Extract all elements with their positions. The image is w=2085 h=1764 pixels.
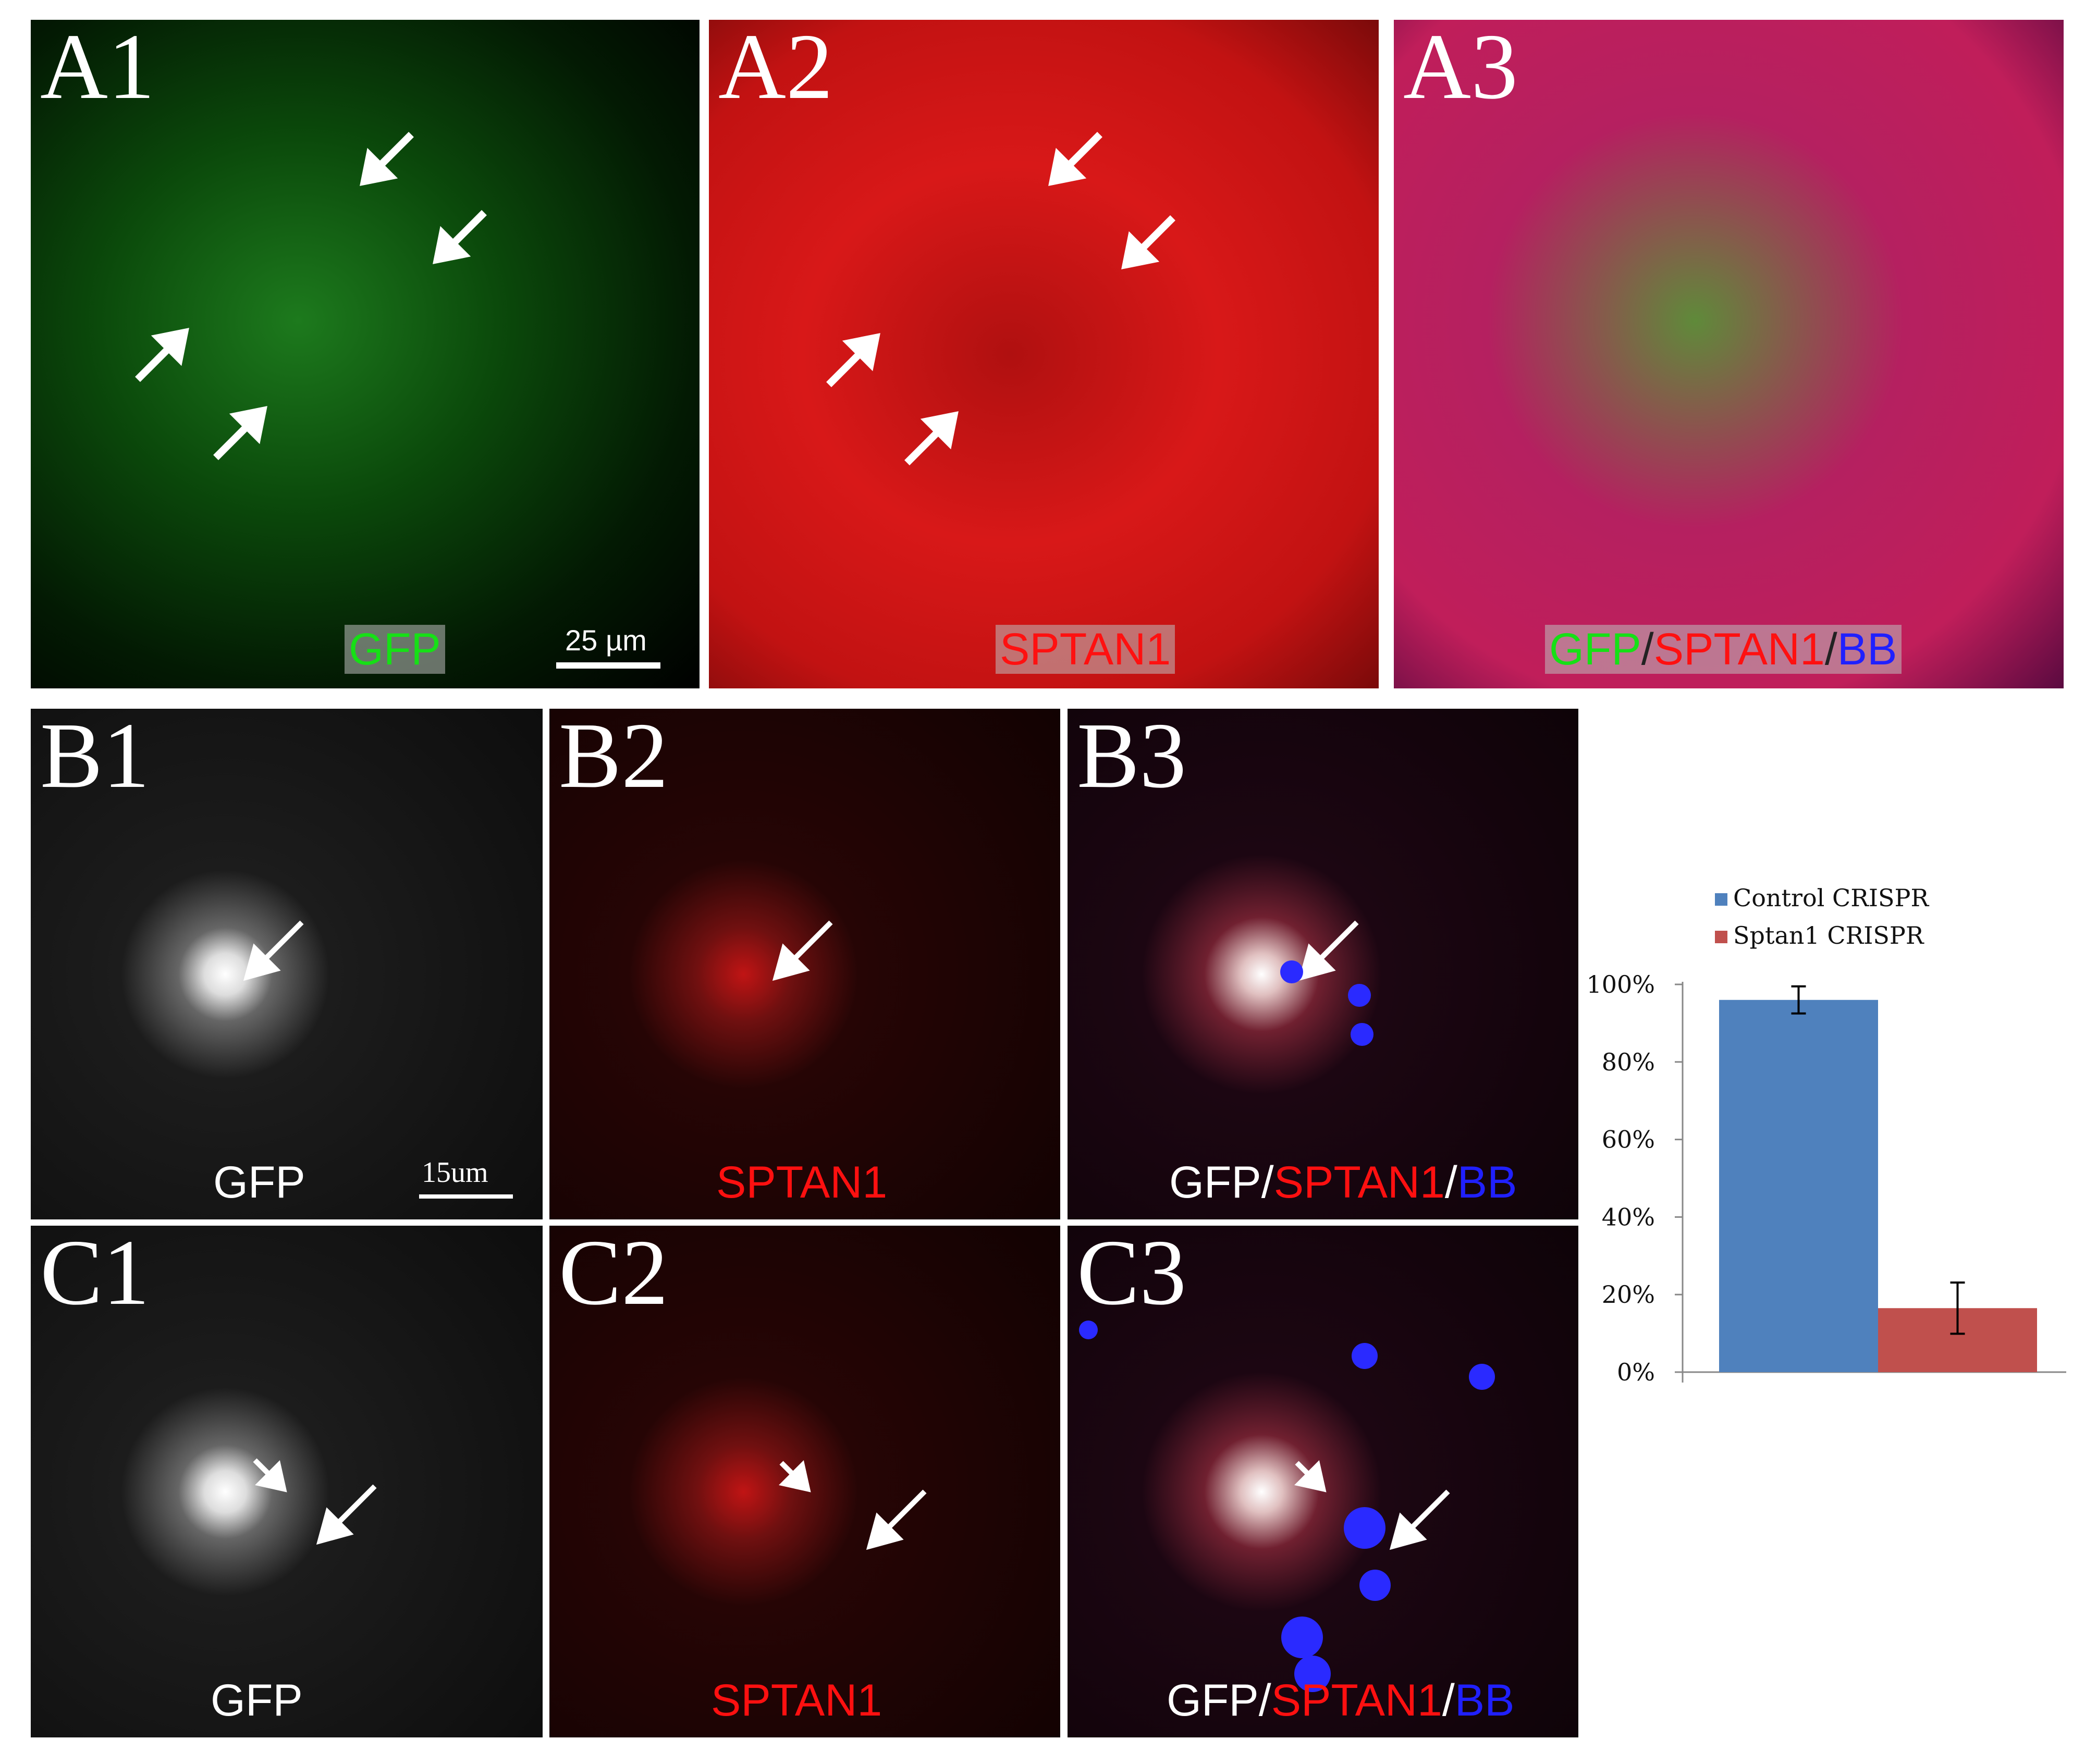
legend-label: Control CRISPR — [1733, 884, 1929, 912]
panel-label: C1 — [40, 1226, 150, 1324]
arrow-icons — [826, 132, 1175, 465]
y-tick-label: 80% — [1602, 1048, 1655, 1076]
arrow-icons — [1079, 1321, 1495, 1692]
scale-bar-label: 25 µm — [565, 624, 647, 657]
panel-label: A2 — [718, 20, 833, 118]
panel-a1-gfp: A1 GFP 25 µm — [31, 20, 700, 688]
panel-b1-gfp: B1 GFP 15um — [31, 709, 543, 1219]
y-tick-label: 100% — [1586, 970, 1655, 998]
legend-label: Sptan1 CRISPR — [1733, 921, 1924, 949]
bar-control-crispr — [1719, 1000, 1878, 1372]
arrow-icon — [243, 920, 304, 981]
channel-label: GFP/SPTAN1/BB — [1545, 625, 1902, 674]
bar-chart: 0% 20% 40% 60% 80% 100% Control CRISPR Sptan1 C… — [1586, 884, 2066, 1386]
arrow-icons — [779, 1460, 927, 1550]
panel-label: A3 — [1403, 20, 1518, 118]
scale-bar — [556, 662, 660, 669]
arrow-icon — [772, 920, 833, 981]
legend-swatch — [1715, 931, 1727, 943]
panel-label: A1 — [40, 20, 155, 118]
panel-label: B1 — [40, 709, 150, 807]
panel-a3-merge: A3 GFP/SPTAN1/BB — [1394, 20, 2064, 688]
channel-label: GFP/SPTAN1/BB — [1167, 1675, 1515, 1725]
channel-label: GFP — [213, 1157, 305, 1207]
channel-label: GFP/SPTAN1/BB — [1169, 1157, 1517, 1207]
panel-label: B2 — [559, 709, 669, 807]
scale-bar — [419, 1194, 513, 1199]
channel-label: SPTAN1 — [711, 1675, 882, 1725]
arrow-icons — [253, 1458, 377, 1545]
channel-label: SPTAN1 — [716, 1157, 888, 1207]
y-tick-label: 0% — [1617, 1358, 1655, 1386]
panel-c1-gfp: C1 GFP — [31, 1226, 543, 1737]
y-tick-label: 20% — [1602, 1280, 1655, 1309]
y-tick-label: 60% — [1602, 1126, 1655, 1154]
panel-label: B3 — [1077, 709, 1187, 807]
channel-label: GFP — [211, 1675, 303, 1725]
panel-a2-sptan1: A2 SPTAN1 — [709, 20, 1379, 688]
arrow-icons — [135, 132, 487, 460]
channel-label: GFP — [345, 625, 445, 674]
panel-c2-sptan1: C2 SPTAN1 — [549, 1226, 1060, 1737]
panel-b2-sptan1: B2 SPTAN1 — [549, 709, 1060, 1219]
legend-swatch — [1715, 893, 1727, 906]
panel-b3-merge: B3 GFP/SPTAN1/BB — [1068, 709, 1578, 1219]
panel-label: C3 — [1077, 1226, 1187, 1324]
y-tick-label: 40% — [1602, 1203, 1655, 1231]
panel-c3-merge: C3 GFP/SPTAN1/BB — [1068, 1226, 1578, 1737]
panel-label: C2 — [559, 1226, 669, 1324]
scale-bar-label: 15um — [422, 1156, 488, 1189]
channel-label: SPTAN1 — [996, 625, 1175, 674]
arrow-icon — [1280, 920, 1373, 1046]
